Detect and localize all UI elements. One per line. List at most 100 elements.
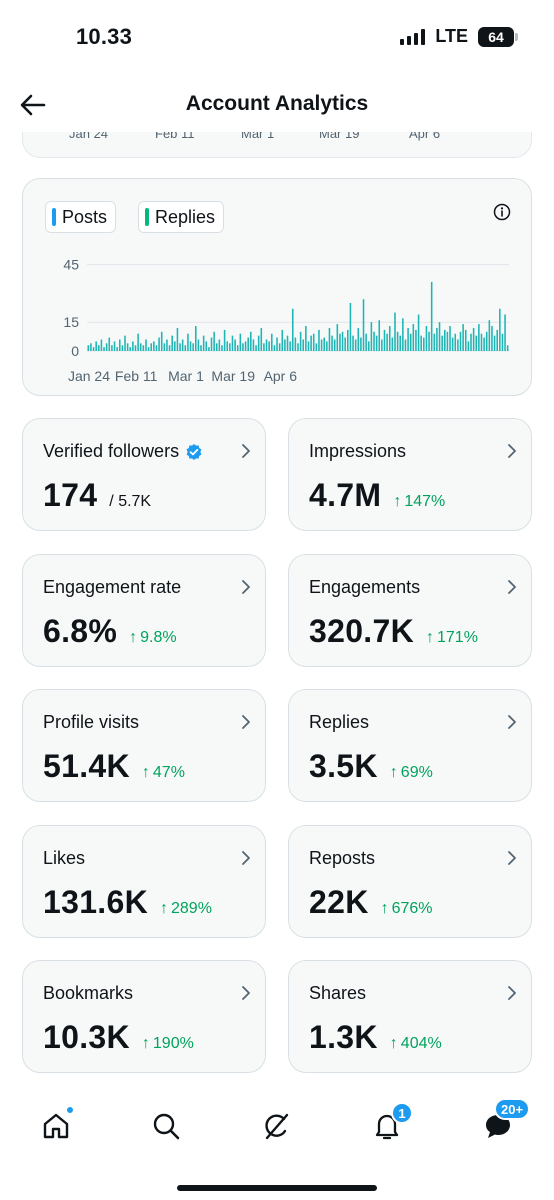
metric-value-row: 10.3K ↑ 190% <box>43 1019 194 1056</box>
metric-label-text: Replies <box>309 712 370 732</box>
chart-bar <box>231 335 234 351</box>
top-header: Account Analytics <box>0 80 554 130</box>
chart-bar <box>289 341 291 351</box>
grok-icon <box>265 1113 289 1140</box>
chart-bar <box>242 343 244 351</box>
chart-bar <box>95 341 97 351</box>
chart-bar <box>360 337 362 351</box>
metric-card-likes[interactable]: Likes 131.6K ↑ 289% <box>22 825 266 938</box>
metric-card-reposts[interactable]: Reposts 22K ↑ 676% <box>288 825 532 938</box>
battery-level: 64 <box>488 28 504 45</box>
chart-bar <box>425 326 428 351</box>
nav-home[interactable] <box>36 1106 76 1146</box>
legend-replies[interactable]: Replies <box>138 201 225 233</box>
metric-label: Engagement rate <box>43 577 181 598</box>
chart-bar <box>496 329 498 351</box>
metric-label-text: Likes <box>43 848 86 868</box>
legend-posts[interactable]: Posts <box>45 201 117 233</box>
chart-bar <box>271 333 273 351</box>
info-icon[interactable] <box>493 203 511 221</box>
nav-messages[interactable]: 20+ <box>478 1098 531 1146</box>
nav-grok[interactable] <box>257 1106 297 1146</box>
metric-change-value: 404% <box>400 1035 442 1052</box>
chart-bar <box>105 343 108 351</box>
metric-value-row: 6.8% ↑ 9.8% <box>43 613 177 650</box>
bell-icon <box>375 1114 399 1140</box>
bottom-navigation: 1 20+ <box>0 1084 554 1164</box>
chart-bar <box>252 339 255 351</box>
chart-bar <box>318 329 320 351</box>
chart-bar <box>449 326 451 351</box>
home-new-dot <box>66 1106 74 1114</box>
chart-bar <box>205 341 208 351</box>
chevron-right-icon <box>508 986 516 1000</box>
chart-bar <box>506 345 509 351</box>
chart-bar <box>457 339 459 351</box>
metric-card-profile-visits[interactable]: Profile visits 51.4K ↑ 47% <box>22 689 266 802</box>
chart-bar <box>464 329 467 351</box>
chart-bar <box>357 327 360 351</box>
chart-bar <box>328 327 331 351</box>
chart-bar <box>150 343 152 351</box>
legend-label: Posts <box>62 206 108 227</box>
chart-bar <box>470 333 472 351</box>
metric-change-value: 47% <box>152 764 185 781</box>
chart-bar <box>404 339 407 351</box>
chart-bar <box>215 343 218 351</box>
chart-bar <box>349 303 352 351</box>
metric-card-impressions[interactable]: Impressions 4.7M ↑ 147% <box>288 418 532 531</box>
metric-card-engagements[interactable]: Engagements 320.7K ↑ 171% <box>288 554 532 667</box>
chevron-right-icon <box>508 580 516 594</box>
chart-bar <box>263 343 265 351</box>
chevron-right-icon <box>242 851 250 865</box>
chart-bar <box>92 347 95 351</box>
chart-bar <box>278 343 281 351</box>
chart-bar <box>260 327 263 351</box>
chart-bar <box>333 339 336 351</box>
chart-bar <box>352 335 354 351</box>
chart-bar <box>286 335 289 351</box>
chart-bar <box>347 329 349 351</box>
back-button[interactable] <box>16 88 50 122</box>
chart-bar <box>116 347 118 351</box>
metric-label: Impressions <box>309 441 406 462</box>
status-indicators: LTE 64 <box>400 26 518 47</box>
nav-search[interactable] <box>146 1106 186 1146</box>
y-tick-label: 45 <box>63 257 79 273</box>
chart-bar <box>145 339 147 351</box>
metric-change: ↑ 404% <box>390 1035 442 1053</box>
status-time: 10.33 <box>76 24 133 49</box>
metric-label-text: Reposts <box>309 848 376 868</box>
chart-bar <box>273 345 276 351</box>
chart-bar <box>294 337 297 351</box>
chart-bar <box>202 335 205 351</box>
chart-bar <box>412 324 415 351</box>
arrow-up-icon: ↑ <box>380 900 389 917</box>
chart-bar <box>305 326 307 351</box>
metric-card-replies[interactable]: Replies 3.5K ↑ 69% <box>288 689 532 802</box>
metric-label-text: Profile visits <box>43 712 140 732</box>
metric-card-bookmarks[interactable]: Bookmarks 10.3K ↑ 190% <box>22 960 266 1073</box>
metric-card-engagement-rate[interactable]: Engagement rate 6.8% ↑ 9.8% <box>22 554 266 667</box>
metric-card-verified-followers[interactable]: Verified followers 174 / 5.7K <box>22 418 266 531</box>
chart-bar <box>153 341 155 351</box>
metric-change-value: 147% <box>404 493 446 510</box>
search-icon <box>153 1113 180 1140</box>
chart-bar <box>100 339 103 351</box>
chart-bar <box>247 337 249 351</box>
chart-bar <box>299 331 302 351</box>
chart-bar <box>423 337 425 351</box>
metric-value: 6.8% <box>43 613 118 649</box>
metric-value: 22K <box>309 884 369 920</box>
x-tick-label: Mar 19 <box>211 368 255 384</box>
metric-card-shares[interactable]: Shares 1.3K ↑ 404% <box>288 960 532 1073</box>
metric-label: Engagements <box>309 577 420 598</box>
chart-bar <box>268 341 270 351</box>
chart-bar <box>192 343 194 351</box>
chart-bar <box>386 333 388 351</box>
chart-bar <box>420 335 422 351</box>
chart-bar <box>176 327 179 351</box>
chart-bar <box>407 327 409 351</box>
nav-notifications[interactable]: 1 <box>367 1102 413 1146</box>
network-type: LTE <box>435 26 468 46</box>
